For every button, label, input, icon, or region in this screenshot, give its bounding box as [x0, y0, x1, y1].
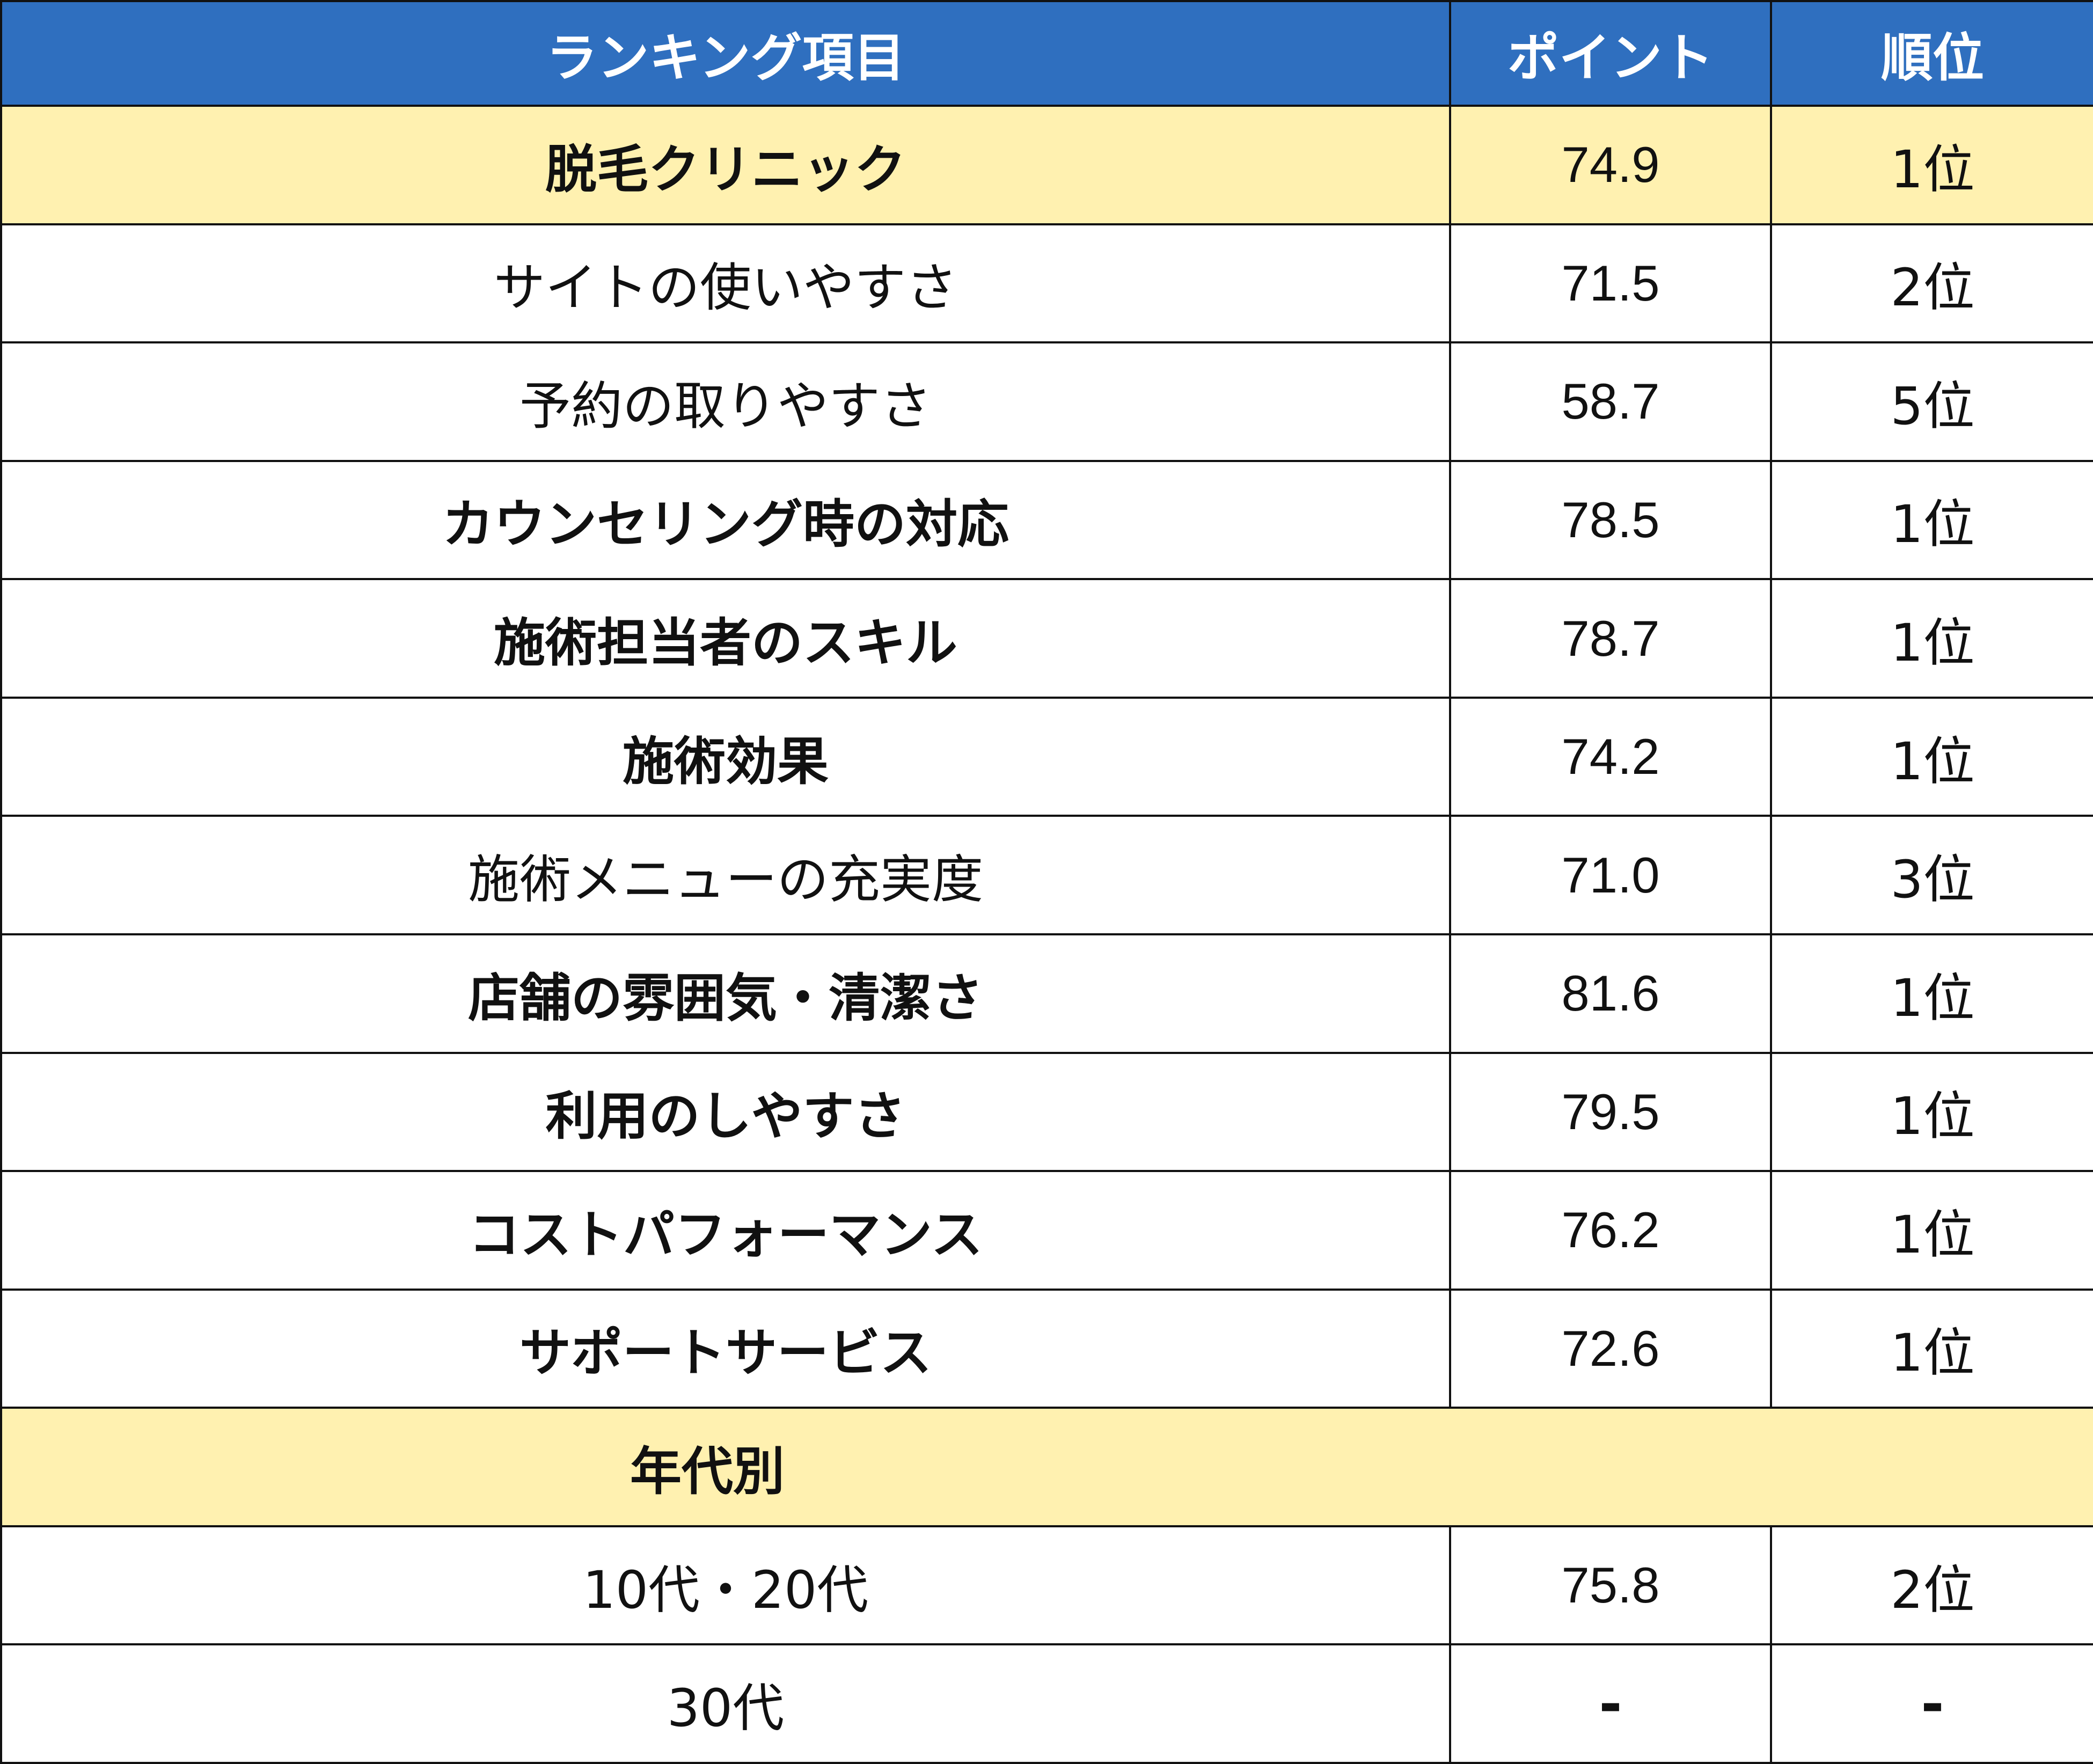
section-label-cell: 年代別 — [0, 1407, 2093, 1527]
row-rank: 2位 — [1770, 223, 2093, 344]
row-item: 店舗の雰囲気・清潔さ — [0, 933, 1451, 1054]
row-rank: 1位 — [1770, 1170, 2093, 1291]
table-row: 施術メニューの充実度 71.0 3位 — [0, 815, 2093, 935]
row-point: 76.2 — [1449, 1170, 1772, 1291]
table-row: 脱毛クリニック 74.9 1位 — [0, 105, 2093, 225]
section-row-age: 年代別 — [0, 1407, 2093, 1527]
row-item: サイトの使いやすさ — [0, 223, 1451, 344]
table-row: 利用のしやすさ 79.5 1位 — [0, 1051, 2093, 1173]
row-point: 78.7 — [1449, 578, 1772, 699]
header-point: ポイント — [1449, 0, 1772, 107]
table-row: サイトの使いやすさ 71.5 2位 — [0, 223, 2093, 344]
row-item: 施術担当者のスキル — [0, 578, 1451, 699]
row-item: サポートサービス — [0, 1288, 1451, 1409]
row-point: 78.5 — [1449, 459, 1772, 581]
row-rank: 1位 — [1770, 105, 2093, 225]
row-point: - — [1449, 1643, 1772, 1764]
row-rank: 1位 — [1770, 459, 2093, 581]
table-row: 施術担当者のスキル 78.7 1位 — [0, 578, 2093, 699]
row-item: 予約の取りやすさ — [0, 341, 1451, 462]
table-row: 予約の取りやすさ 58.7 5位 — [0, 341, 2093, 462]
row-item: 10代・20代 — [0, 1525, 1451, 1646]
row-rank: - — [1770, 1643, 2093, 1764]
table-row: コストパフォーマンス 76.2 1位 — [0, 1170, 2093, 1291]
row-rank: 1位 — [1770, 933, 2093, 1054]
header-item: ランキング項目 — [0, 0, 1451, 107]
row-item: カウンセリング時の対応 — [0, 459, 1451, 581]
row-point: 74.9 — [1449, 105, 1772, 225]
row-rank: 3位 — [1770, 815, 2093, 935]
row-point: 58.7 — [1449, 341, 1772, 462]
row-item: 30代 — [0, 1643, 1451, 1764]
row-point: 72.6 — [1449, 1288, 1772, 1409]
row-point: 74.2 — [1449, 696, 1772, 817]
table-header-row: ランキング項目 ポイント 順位 — [0, 0, 2093, 107]
row-point: 81.6 — [1449, 933, 1772, 1054]
row-rank: 5位 — [1770, 341, 2093, 462]
row-item: 施術メニューの充実度 — [0, 815, 1451, 935]
row-rank: 2位 — [1770, 1525, 2093, 1646]
row-point: 79.5 — [1449, 1051, 1772, 1173]
row-rank: 1位 — [1770, 1051, 2093, 1173]
row-rank: 1位 — [1770, 696, 2093, 817]
row-rank: 1位 — [1770, 1288, 2093, 1409]
row-rank: 1位 — [1770, 578, 2093, 699]
row-point: 75.8 — [1449, 1525, 1772, 1646]
row-point: 71.0 — [1449, 815, 1772, 935]
row-item: 脱毛クリニック — [0, 105, 1451, 225]
table-row: 30代 - - — [0, 1643, 2093, 1764]
row-point: 71.5 — [1449, 223, 1772, 344]
table-row: サポートサービス 72.6 1位 — [0, 1288, 2093, 1409]
table-row: カウンセリング時の対応 78.5 1位 — [0, 459, 2093, 581]
header-rank: 順位 — [1770, 0, 2093, 107]
table-row: 施術効果 74.2 1位 — [0, 696, 2093, 817]
section-label: 年代別 — [630, 1441, 785, 1502]
table-row: 店舗の雰囲気・清潔さ 81.6 1位 — [0, 933, 2093, 1054]
row-item: 利用のしやすさ — [0, 1051, 1451, 1173]
row-item: コストパフォーマンス — [0, 1170, 1451, 1291]
table-row: 10代・20代 75.8 2位 — [0, 1525, 2093, 1646]
row-item: 施術効果 — [0, 696, 1451, 817]
